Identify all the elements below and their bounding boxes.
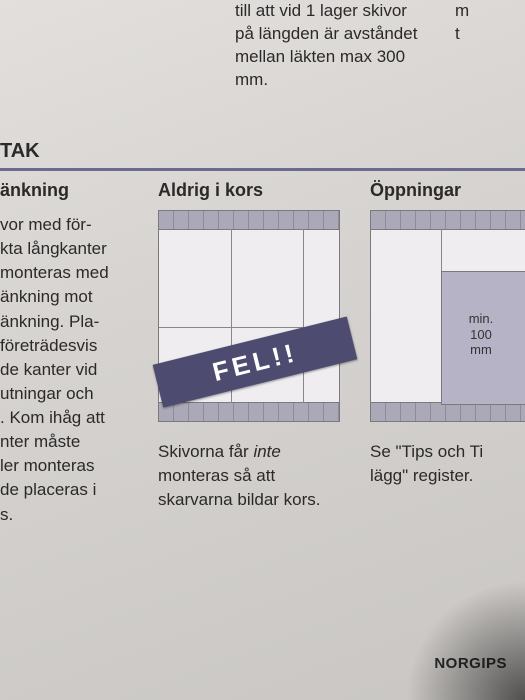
hatch-top: [371, 211, 525, 230]
diagram-openings: min.100mm: [370, 210, 525, 422]
panel-vline: [303, 229, 304, 403]
dimension-label: min.100mm: [451, 311, 511, 358]
brand-label: NORGIPS: [434, 655, 507, 672]
top-right-cut-text: mt: [455, 0, 515, 46]
section-title: TAK: [0, 140, 40, 163]
middle-subheading: Aldrig i kors: [158, 180, 263, 201]
caption-text: Skivorna får: [158, 442, 253, 461]
left-column-text: vor med för-kta långkantermonteras medän…: [0, 213, 145, 527]
page: till att vid 1 lager skivor på längden ä…: [0, 0, 525, 700]
right-caption: Se "Tips och Tilägg" register.: [370, 440, 525, 488]
section-rule: [0, 168, 525, 171]
left-subheading: änkning: [0, 180, 69, 201]
hatch-bottom: [159, 402, 339, 421]
right-subheading: Öppningar: [370, 180, 461, 201]
caption-emphasis: inte: [253, 442, 280, 461]
photo-shadow: [405, 580, 525, 700]
caption-text: monteras så att skarvarna bildar kors.: [158, 466, 321, 509]
hatch-top: [159, 211, 339, 230]
top-paragraph: till att vid 1 lager skivor på längden ä…: [235, 0, 425, 92]
middle-caption: Skivorna får inte monteras så att skarva…: [158, 440, 338, 512]
